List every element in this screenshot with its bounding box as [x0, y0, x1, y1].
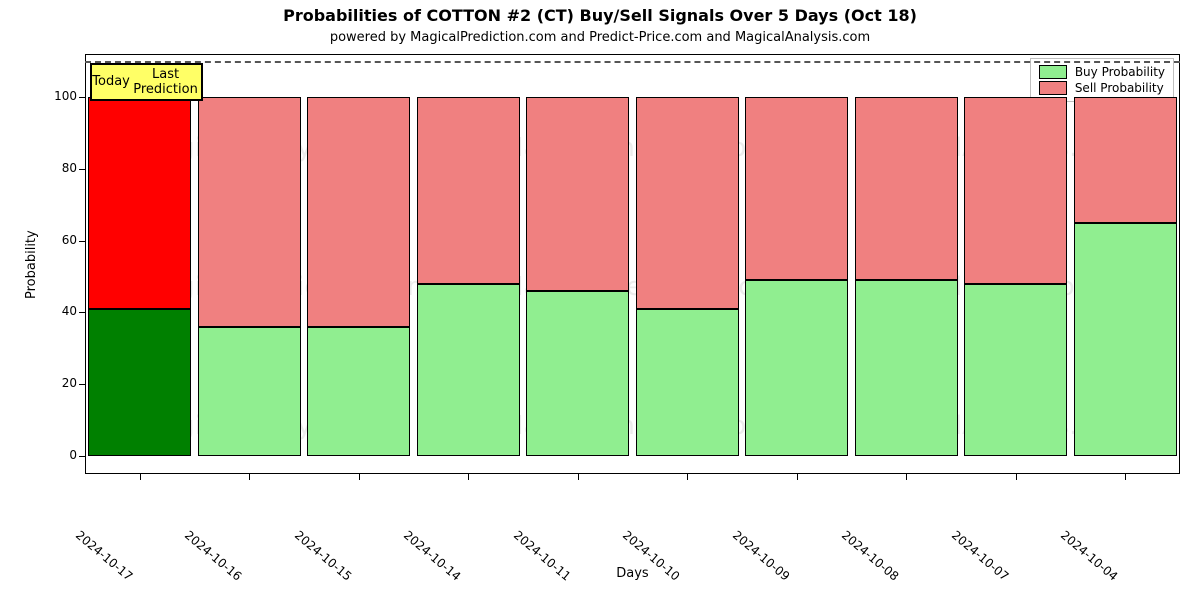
bar-buy: [855, 280, 958, 456]
bar-buy: [1074, 223, 1177, 456]
ytick-mark: [79, 169, 85, 170]
bar-sell: [745, 97, 848, 280]
xtick-mark: [1125, 474, 1126, 480]
xtick-mark: [797, 474, 798, 480]
chart-title: Probabilities of COTTON #2 (CT) Buy/Sell…: [0, 6, 1200, 25]
bar-buy: [964, 284, 1067, 456]
bar-sell: [88, 97, 191, 309]
ytick-label: 80: [39, 161, 77, 175]
xtick-mark: [578, 474, 579, 480]
xtick-mark: [906, 474, 907, 480]
xtick-mark: [1016, 474, 1017, 480]
legend-swatch-buy: [1039, 65, 1067, 79]
ytick-label: 0: [39, 448, 77, 462]
bar-sell: [417, 97, 520, 284]
xtick-mark: [249, 474, 250, 480]
legend: Buy Probability Sell Probability: [1030, 58, 1174, 102]
bar-sell: [964, 97, 1067, 284]
bar-sell: [636, 97, 739, 309]
xtick-mark: [687, 474, 688, 480]
bar-buy: [307, 327, 410, 456]
y-axis-label: Probability: [24, 230, 39, 299]
chart-subtitle: powered by MagicalPrediction.com and Pre…: [0, 30, 1200, 45]
chart-container: Probabilities of COTTON #2 (CT) Buy/Sell…: [0, 0, 1200, 600]
ytick-mark: [79, 456, 85, 457]
bar-buy: [417, 284, 520, 456]
ytick-label: 20: [39, 376, 77, 390]
bar-sell: [307, 97, 410, 327]
today-annotation-line: Last Prediction: [130, 67, 201, 98]
legend-row-buy: Buy Probability: [1039, 65, 1165, 79]
bar-sell: [526, 97, 629, 291]
bar-buy: [636, 309, 739, 456]
today-annotation-line: Today: [92, 74, 130, 90]
legend-row-sell: Sell Probability: [1039, 81, 1165, 95]
ytick-mark: [79, 241, 85, 242]
bar-sell: [855, 97, 958, 280]
today-annotation: TodayLast Prediction: [90, 63, 203, 101]
reference-line-110: [85, 61, 1180, 63]
legend-swatch-sell: [1039, 81, 1067, 95]
xtick-mark: [140, 474, 141, 480]
ytick-label: 40: [39, 304, 77, 318]
xtick-mark: [359, 474, 360, 480]
xtick-mark: [468, 474, 469, 480]
legend-label-buy: Buy Probability: [1075, 65, 1165, 79]
ytick-mark: [79, 312, 85, 313]
ytick-mark: [79, 97, 85, 98]
x-axis-label: Days: [85, 566, 1180, 581]
ytick-label: 60: [39, 233, 77, 247]
ytick-mark: [79, 384, 85, 385]
bar-buy: [88, 309, 191, 456]
bar-sell: [198, 97, 301, 327]
bar-buy: [526, 291, 629, 456]
bar-buy: [745, 280, 848, 456]
ytick-label: 100: [39, 89, 77, 103]
bar-sell: [1074, 97, 1177, 223]
bar-buy: [198, 327, 301, 456]
legend-label-sell: Sell Probability: [1075, 81, 1164, 95]
